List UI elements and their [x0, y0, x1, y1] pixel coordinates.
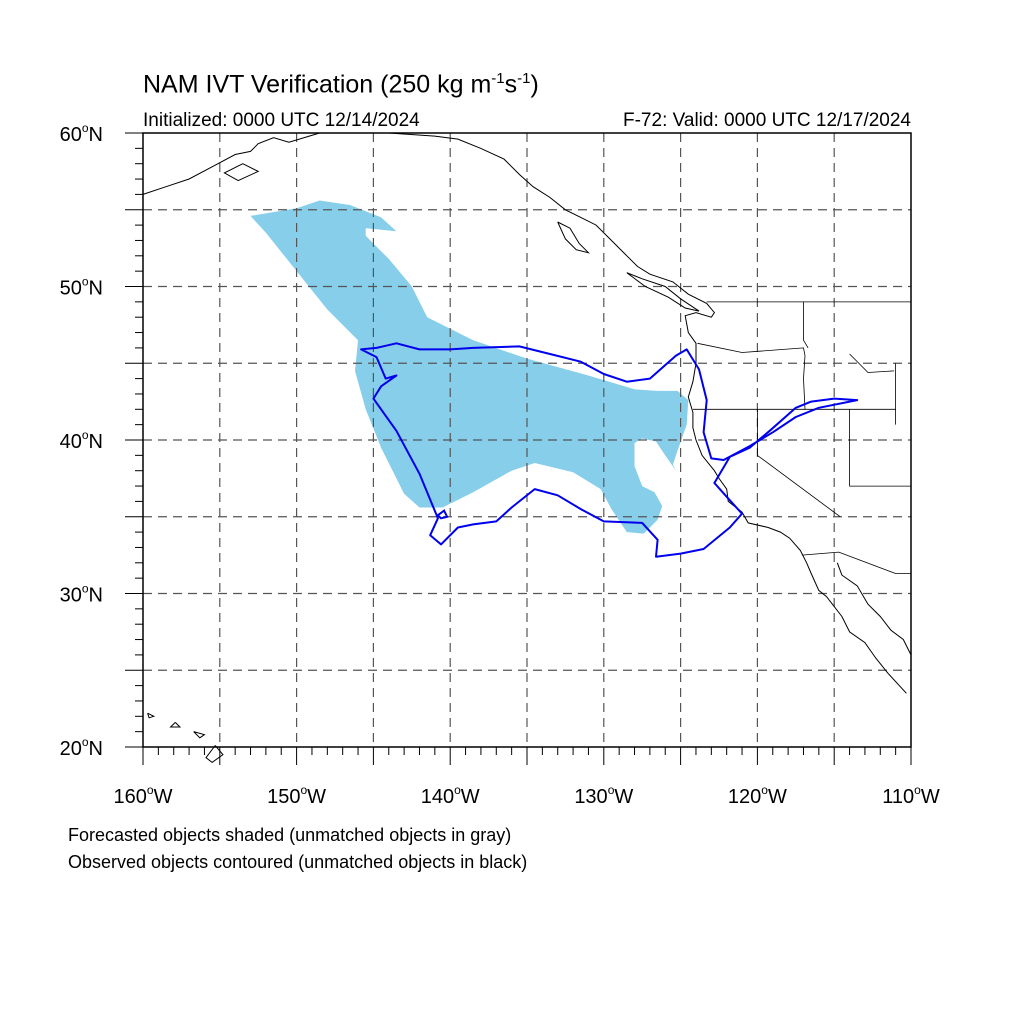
- y-tick-label: 60oN: [60, 121, 103, 146]
- init-time-label: Initialized: 0000 UTC 12/14/2024: [143, 110, 420, 131]
- x-tick-label: 160oW: [114, 783, 173, 808]
- political-border: [803, 301, 809, 349]
- y-tick-label: 30oN: [60, 582, 103, 607]
- x-tick-label: 120oW: [728, 783, 787, 808]
- political-border: [757, 409, 841, 518]
- y-tick-label: 40oN: [60, 428, 103, 453]
- x-tick-label: 110oW: [882, 783, 940, 808]
- legend-observed-note: Observed objects contoured (unmatched ob…: [68, 852, 528, 872]
- coastline: [557, 221, 591, 254]
- y-tick-label: 50oN: [60, 275, 103, 300]
- coastline: [142, 132, 320, 195]
- legend-forecast-note: Forecasted objects shaded (unmatched obj…: [68, 825, 512, 845]
- x-tick-label: 130oW: [574, 783, 633, 808]
- political-border: [697, 342, 806, 410]
- political-border: [849, 353, 895, 373]
- political-border: [849, 409, 911, 487]
- observed-object-contour-small: [436, 509, 449, 520]
- title-unit-s: s: [504, 70, 518, 99]
- title-superscript-2: -1: [517, 70, 531, 87]
- coastline: [193, 731, 206, 739]
- x-tick-label: 150oW: [267, 783, 326, 808]
- coastline: [147, 712, 156, 719]
- observed-object-contour: [360, 342, 859, 558]
- title-text: NAM IVT Verification (250 kg m: [143, 70, 492, 99]
- coastline: [223, 163, 260, 182]
- coastline: [388, 132, 907, 694]
- y-tick-label: 20oN: [60, 735, 103, 760]
- political-border: [801, 551, 911, 574]
- coastline: [169, 722, 182, 728]
- title-superscript-1: -1: [491, 70, 505, 87]
- coastline: [626, 272, 700, 312]
- valid-time-label: F-72: Valid: 0000 UTC 12/17/2024: [623, 110, 911, 131]
- coastline: [836, 562, 912, 656]
- coastline: [205, 745, 224, 764]
- x-tick-label: 140oW: [421, 783, 480, 808]
- forecast-object-shading: [250, 200, 689, 534]
- title-close-paren: ): [530, 70, 539, 99]
- chart-title: NAM IVT Verification (250 kg m-1s-1): [143, 70, 539, 99]
